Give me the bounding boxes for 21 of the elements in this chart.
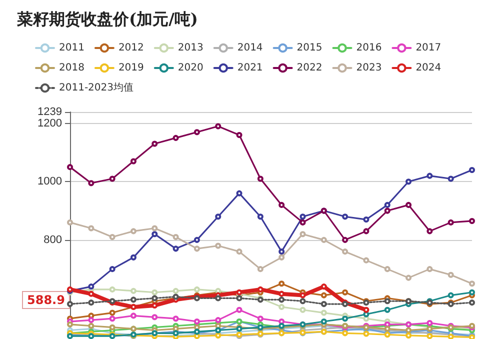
y-tick-label: 1239 <box>38 106 62 118</box>
legend-label: 2014 <box>237 42 263 54</box>
y-tick-label: 1200 <box>38 117 62 130</box>
legend-label: 2021 <box>237 62 263 74</box>
legend-label: 2023 <box>356 62 382 74</box>
chart-title: 菜籽期货收盘价(加元/吨) <box>16 10 198 28</box>
legend-label: 2024 <box>416 62 442 74</box>
legend-label: 2019 <box>118 62 144 74</box>
y-tick-label: 1000 <box>38 176 62 188</box>
legend-label: 2022 <box>296 62 322 74</box>
legend-label: 2013 <box>178 42 204 54</box>
y-tick-label: 800 <box>44 234 62 246</box>
legend-label: 2012 <box>118 42 144 54</box>
text: 588.9 <box>27 293 65 307</box>
legend-label: 2016 <box>356 42 382 54</box>
legend-label: 2018 <box>59 62 84 74</box>
legend-label: 2015 <box>296 42 322 54</box>
legend-label: 2011-2023均值 <box>59 82 134 94</box>
legend-label: 2017 <box>416 42 442 54</box>
legend-label: 2011 <box>59 42 84 54</box>
legend-label: 2020 <box>178 62 204 74</box>
